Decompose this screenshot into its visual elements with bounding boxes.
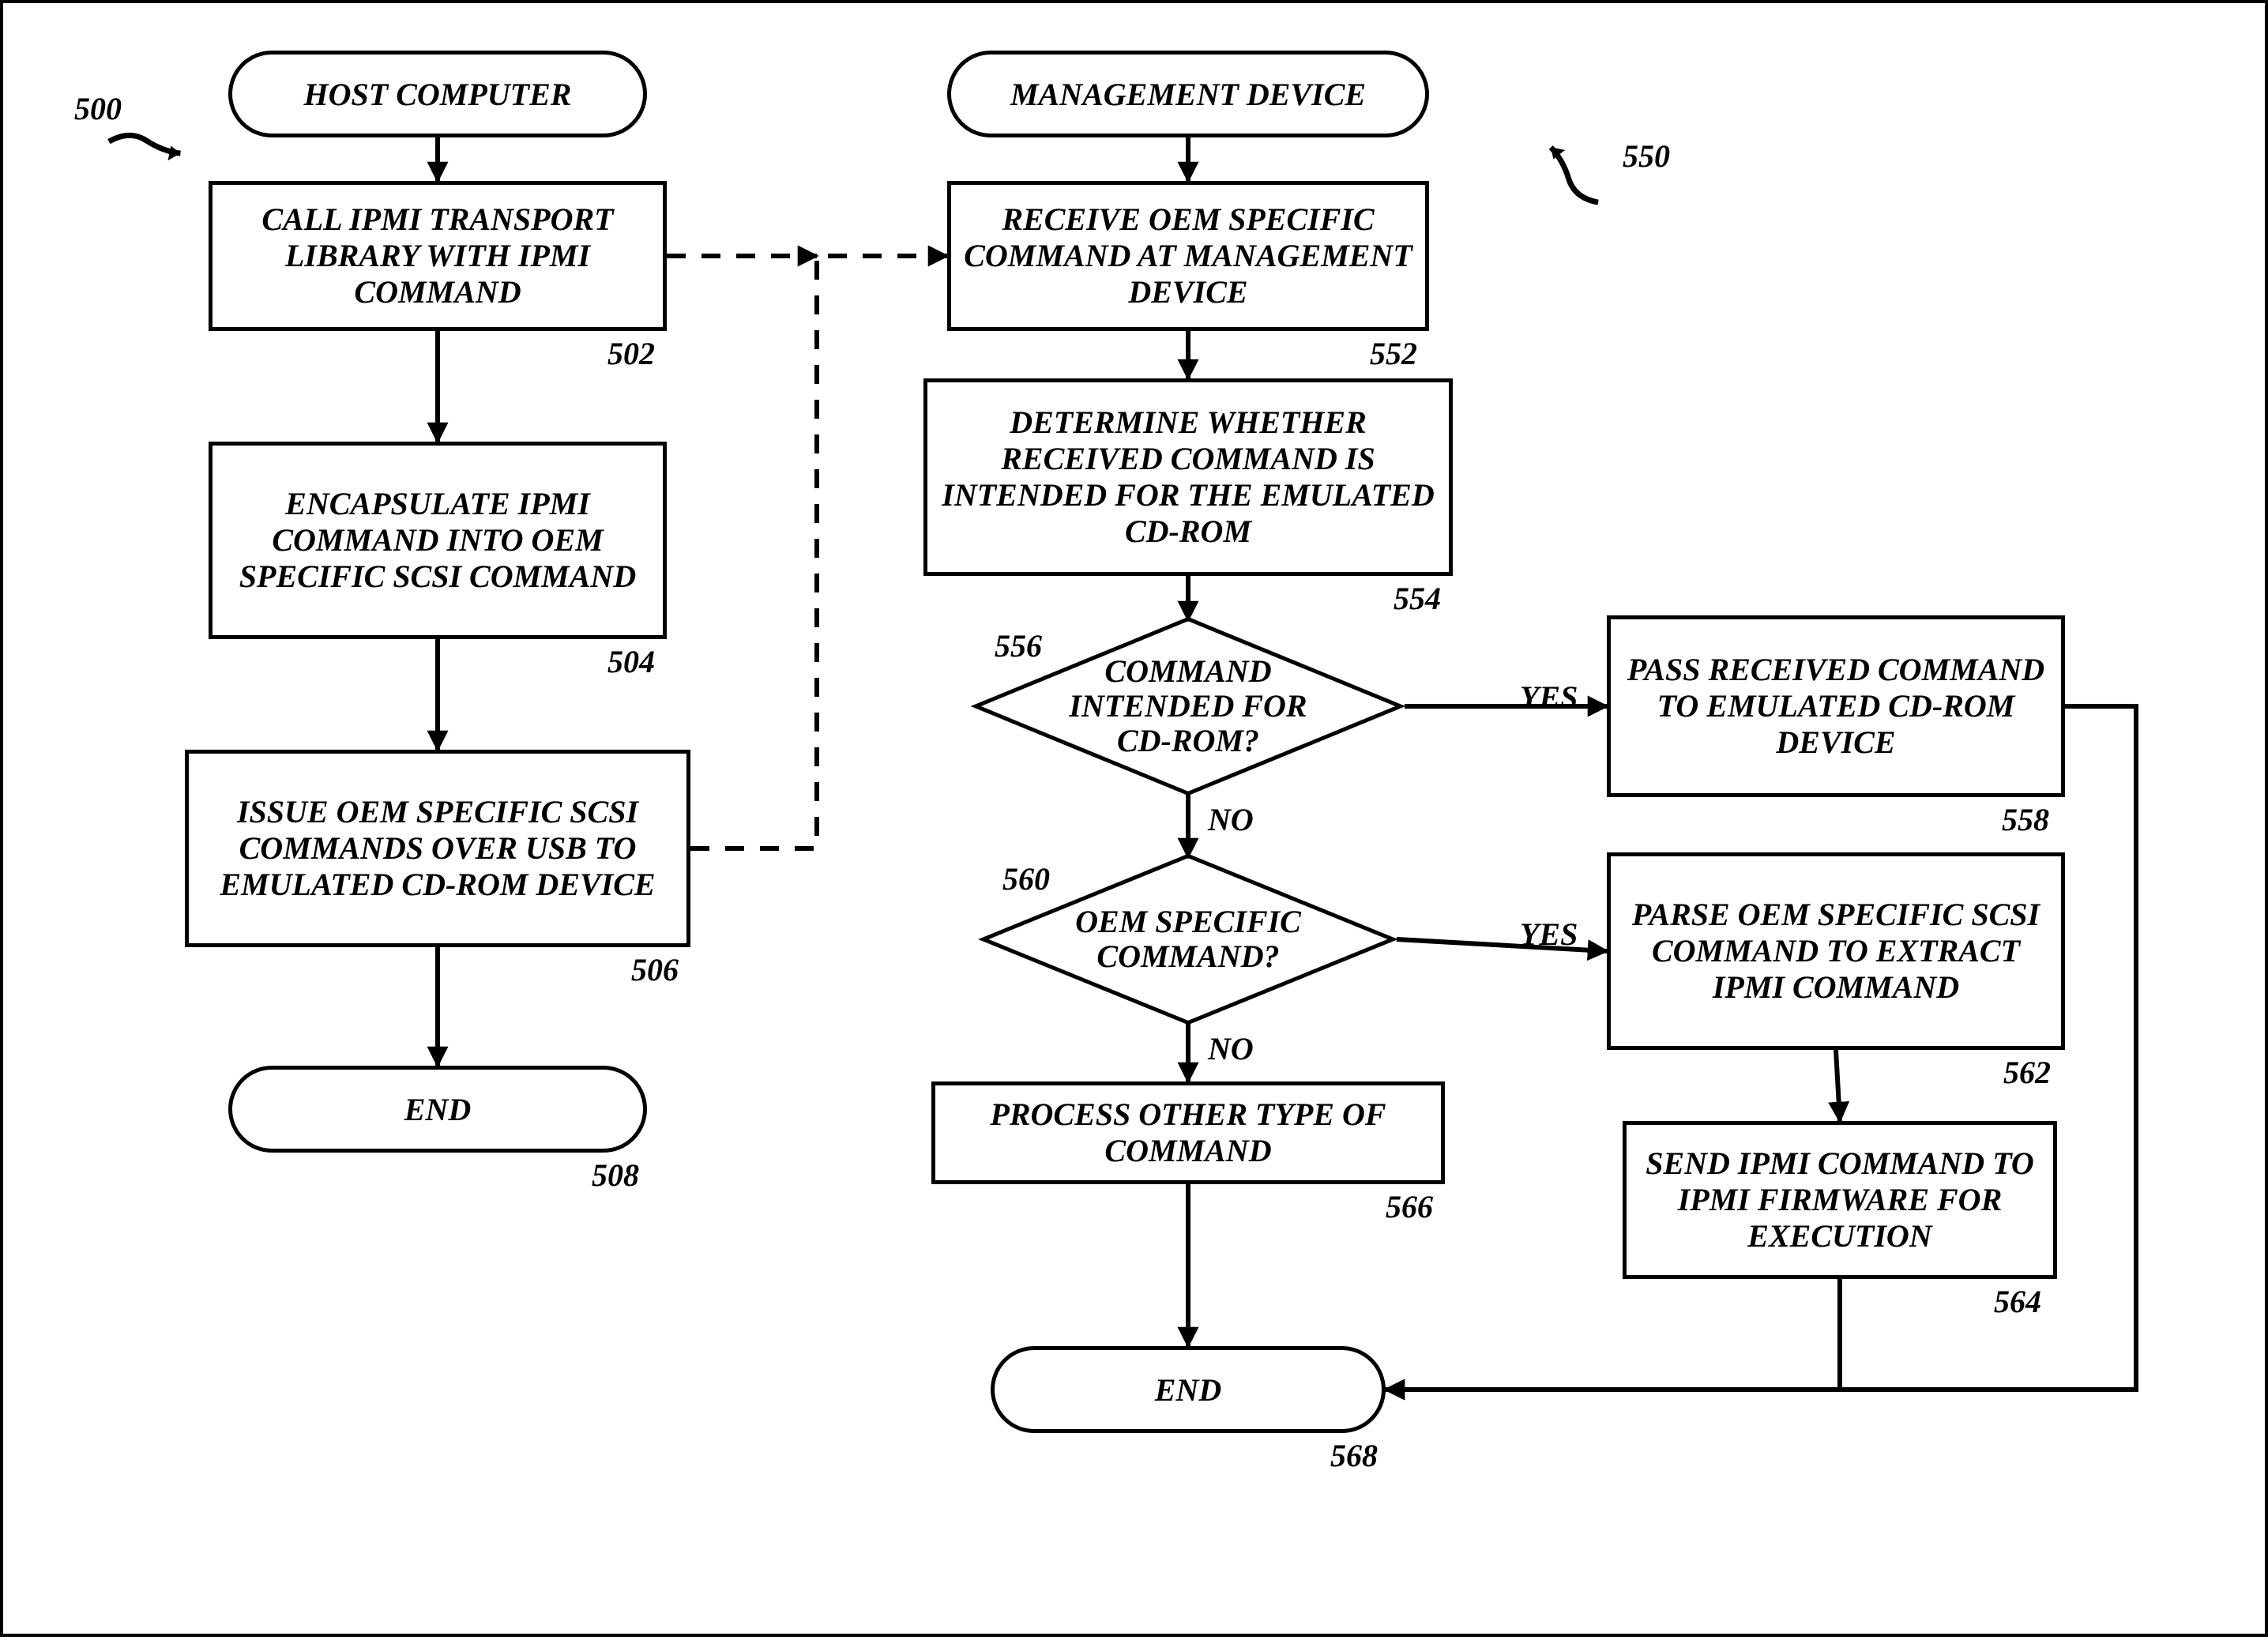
- ref-564: 564: [1994, 1283, 2041, 1320]
- edge-label-560-no: NO: [1208, 1030, 1254, 1067]
- curly-arrow-550: [1529, 134, 1622, 213]
- ref-558: 558: [2002, 801, 2049, 838]
- terminator-label: HOST COMPUTER: [304, 76, 572, 113]
- ref-500: 500: [74, 90, 122, 127]
- process-label: ISSUE OEM SPECIFIC SCSI COMMANDS OVER US…: [200, 794, 675, 903]
- ref-502: 502: [607, 335, 655, 372]
- process-label: RECEIVE OEM SPECIFIC COMMAND AT MANAGEME…: [962, 201, 1414, 310]
- terminator-management-device: MANAGEMENT DEVICE: [947, 51, 1429, 137]
- process-554: DETERMINE WHETHER RECEIVED COMMAND IS IN…: [923, 378, 1453, 576]
- ref-566: 566: [1386, 1188, 1433, 1225]
- process-558: PASS RECEIVED COMMAND TO EMULATED CD-ROM…: [1607, 615, 2065, 797]
- process-566: PROCESS OTHER TYPE OF COMMAND: [931, 1081, 1445, 1184]
- process-label: PROCESS OTHER TYPE OF COMMAND: [946, 1096, 1430, 1169]
- ref-560: 560: [1002, 860, 1050, 897]
- edge-label-560-yes: YES: [1520, 916, 1578, 953]
- ref-508: 508: [592, 1157, 639, 1194]
- terminator-host-computer: HOST COMPUTER: [228, 51, 647, 137]
- ref-556: 556: [995, 627, 1042, 664]
- ref-550: 550: [1623, 137, 1670, 175]
- process-562: PARSE OEM SPECIFIC SCSI COMMAND TO EXTRA…: [1607, 852, 2065, 1050]
- process-502: CALL IPMI TRANSPORT LIBRARY WITH IPMI CO…: [209, 181, 667, 331]
- ref-504: 504: [607, 643, 655, 680]
- ref-562: 562: [2003, 1054, 2051, 1091]
- process-504: ENCAPSULATE IPMI COMMAND INTO OEM SPECIF…: [209, 442, 667, 639]
- ref-506: 506: [631, 951, 679, 988]
- ref-568: 568: [1330, 1437, 1378, 1474]
- diagram-canvas: HOST COMPUTER CALL IPMI TRANSPORT LIBRAR…: [0, 0, 2268, 1637]
- process-label: DETERMINE WHETHER RECEIVED COMMAND IS IN…: [938, 404, 1438, 550]
- decision-label: COMMAND INTENDED FOR CD-ROM?: [1044, 654, 1332, 758]
- process-552: RECEIVE OEM SPECIFIC COMMAND AT MANAGEME…: [947, 181, 1429, 331]
- edge-label-556-yes: YES: [1520, 679, 1578, 716]
- process-label: PASS RECEIVED COMMAND TO EMULATED CD-ROM…: [1622, 652, 2050, 761]
- process-564: SEND IPMI COMMAND TO IPMI FIRMWARE FOR E…: [1623, 1121, 2057, 1279]
- ref-554: 554: [1394, 580, 1441, 617]
- ref-552: 552: [1370, 335, 1417, 372]
- process-506: ISSUE OEM SPECIFIC SCSI COMMANDS OVER US…: [185, 750, 690, 947]
- process-label: CALL IPMI TRANSPORT LIBRARY WITH IPMI CO…: [224, 201, 652, 310]
- decision-label: OEM SPECIFIC COMMAND?: [1050, 905, 1327, 974]
- terminator-label: MANAGEMENT DEVICE: [1010, 76, 1366, 113]
- terminator-right-end: END: [991, 1346, 1386, 1433]
- process-label: SEND IPMI COMMAND TO IPMI FIRMWARE FOR E…: [1638, 1145, 2042, 1254]
- process-label: ENCAPSULATE IPMI COMMAND INTO OEM SPECIF…: [224, 486, 652, 595]
- terminator-left-end: END: [228, 1066, 647, 1153]
- terminator-label: END: [1155, 1371, 1221, 1409]
- process-label: PARSE OEM SPECIFIC SCSI COMMAND TO EXTRA…: [1622, 897, 2050, 1006]
- edge-label-556-no: NO: [1208, 801, 1254, 838]
- terminator-label: END: [404, 1091, 471, 1128]
